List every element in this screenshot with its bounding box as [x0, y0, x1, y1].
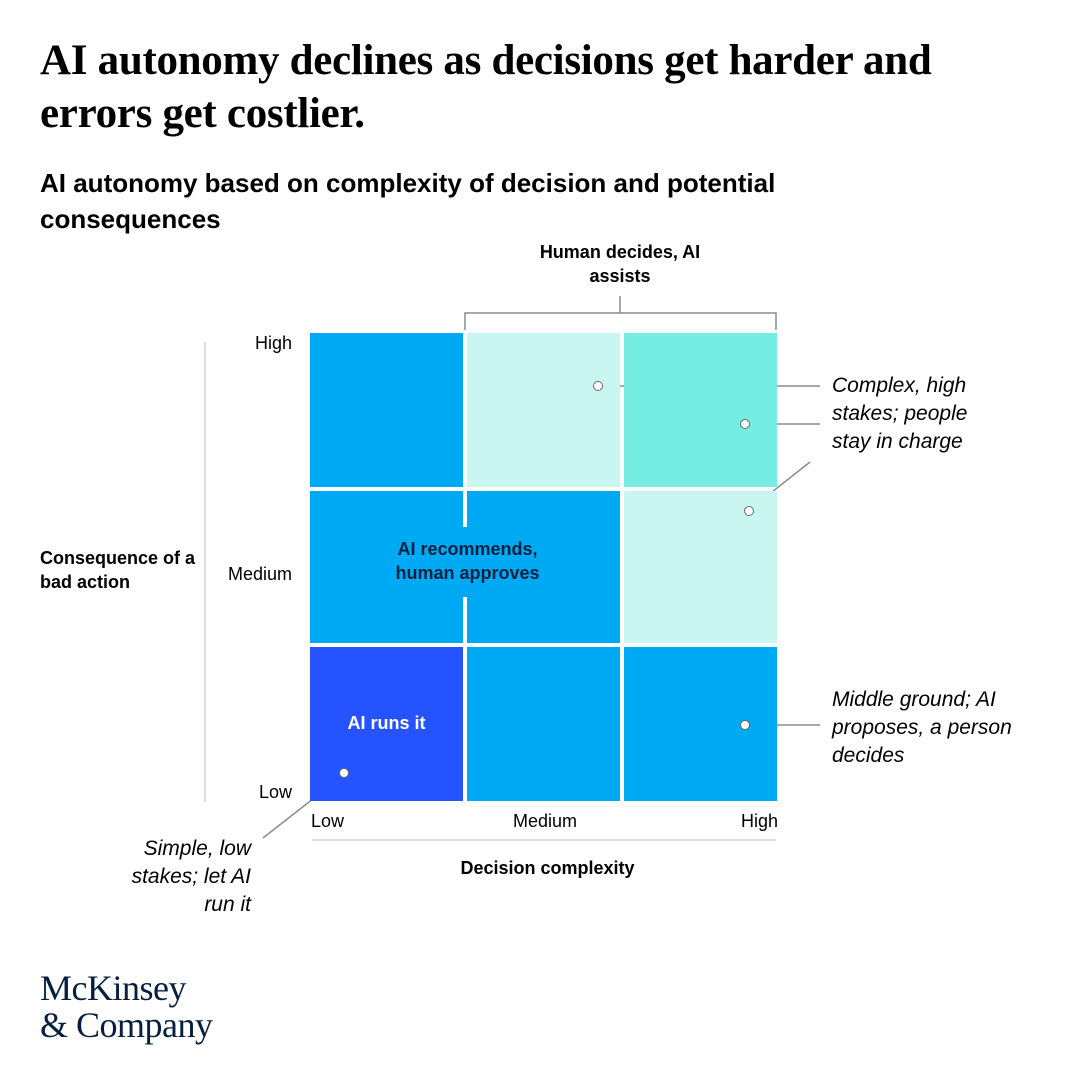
cell-low-complexity-high-consequence — [310, 333, 463, 487]
y-tick-low: Low — [258, 782, 292, 802]
mckinsey-logo: McKinsey & Company — [40, 970, 213, 1044]
zone-label-human-decides: Human decides, AI assists — [539, 242, 701, 286]
cell-medium-complexity-high-consequence — [467, 333, 620, 487]
marker-dot-complex-2 — [740, 419, 750, 429]
cell-divider-top — [463, 491, 467, 527]
x-tick-low: Low — [311, 811, 345, 831]
cell-medium-complexity-low-consequence — [467, 647, 620, 801]
annotation-complex-high-stakes: Complex, high stakes; people stay in cha… — [832, 374, 968, 453]
marker-dot-simple — [339, 768, 349, 778]
cell-high-complexity-medium-consequence — [624, 491, 777, 643]
human-decides-bracket — [464, 296, 777, 330]
chart-subtitle: AI autonomy based on complexity of decis… — [40, 168, 776, 234]
annotation-middle-ground: Middle ground; AI proposes, a person dec… — [832, 688, 1012, 767]
cell-high-complexity-low-consequence — [624, 647, 777, 801]
x-tick-high: High — [740, 811, 778, 831]
x-axis-title: Decision complexity — [460, 858, 635, 878]
zone-label-ai-runs: AI runs it — [347, 713, 426, 733]
y-tick-medium: Medium — [227, 564, 292, 584]
marker-dot-complex-1 — [593, 381, 603, 391]
zone-label-ai-recommends: AI recommends, human approves — [395, 539, 540, 583]
annotation-simple-low-stakes: Simple, low stakes; let AI run it — [131, 837, 251, 916]
y-tick-high: High — [254, 333, 292, 353]
chart-title: AI autonomy declines as decisions get ha… — [40, 37, 932, 137]
logo-line-1: McKinsey — [40, 968, 186, 1008]
marker-dot-complex-3 — [744, 506, 754, 516]
cell-low-complexity-medium-consequence — [310, 491, 465, 643]
y-axis-title: Consequence of a bad action — [40, 548, 196, 592]
marker-dot-middle — [740, 720, 750, 730]
cell-high-complexity-high-consequence — [624, 333, 777, 487]
cell-low-complexity-low-consequence — [310, 647, 463, 801]
logo-line-2: & Company — [40, 1005, 213, 1045]
cell-medium-complexity-medium-consequence — [465, 491, 620, 643]
cell-divider-bottom — [463, 597, 467, 643]
x-tick-medium: Medium — [512, 811, 578, 831]
